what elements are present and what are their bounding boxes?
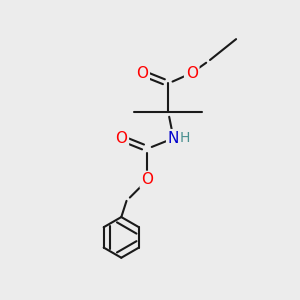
Text: O: O [136, 65, 148, 80]
Text: O: O [141, 172, 153, 188]
Text: N: N [168, 131, 179, 146]
Text: H: H [180, 131, 190, 145]
Text: O: O [186, 65, 198, 80]
Text: O: O [115, 131, 127, 146]
